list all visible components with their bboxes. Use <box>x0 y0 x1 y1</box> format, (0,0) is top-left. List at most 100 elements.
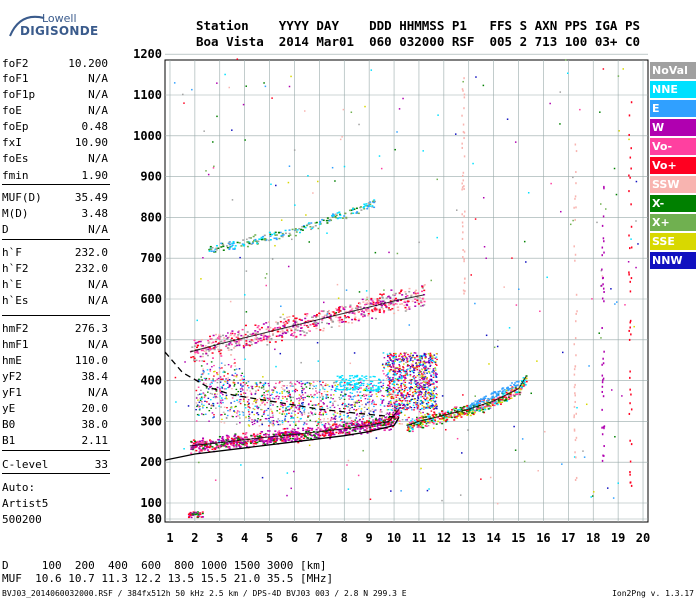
echo-point <box>337 297 340 299</box>
echo-point <box>252 340 255 342</box>
echo-point <box>431 421 434 423</box>
echo-point <box>233 334 236 337</box>
echo-point <box>401 294 404 296</box>
echo-point <box>425 391 427 393</box>
echo-point <box>283 322 286 325</box>
echo-point <box>425 406 428 409</box>
echo-point <box>272 389 275 391</box>
echo-point <box>274 341 277 343</box>
echo-point <box>419 423 422 425</box>
echo-point <box>283 438 286 441</box>
echo-point <box>419 376 421 378</box>
echo-point <box>202 372 205 374</box>
echo-point <box>218 446 221 449</box>
echo-point <box>390 353 392 356</box>
echo-point <box>435 403 437 405</box>
echo-point <box>467 411 470 413</box>
echo-point <box>286 398 288 400</box>
echo-point <box>419 391 422 394</box>
echo-point <box>490 397 493 399</box>
echo-point <box>257 418 259 420</box>
echo-point <box>383 373 385 375</box>
echo-point <box>209 383 212 385</box>
echo-point <box>196 346 199 349</box>
echo-point <box>355 417 358 419</box>
echo-point <box>308 387 311 390</box>
echo-point <box>272 390 275 393</box>
echo-point <box>227 386 229 389</box>
echo-point <box>389 352 391 355</box>
echo-point <box>397 410 400 413</box>
echo-point <box>323 403 325 405</box>
echo-point <box>387 422 390 424</box>
echo-point <box>273 438 276 440</box>
echo-point <box>314 408 317 411</box>
echo-point <box>421 287 424 289</box>
echo-point <box>414 352 417 354</box>
echo-point <box>201 442 204 444</box>
echo-point <box>302 437 305 440</box>
echo-point <box>411 418 414 420</box>
echo-point <box>369 383 372 386</box>
echo-point <box>346 464 348 466</box>
echo-point <box>408 287 411 290</box>
echo-point <box>409 406 411 408</box>
echo-point <box>200 396 203 398</box>
echo-point <box>358 401 360 403</box>
echo-point <box>399 352 402 355</box>
echo-point <box>327 423 330 425</box>
echo-point <box>272 424 275 426</box>
echo-point <box>466 404 469 407</box>
echo-point <box>283 437 286 440</box>
echo-point <box>326 312 329 314</box>
echo-point <box>420 385 423 387</box>
echo-point <box>330 432 333 435</box>
echo-point <box>227 435 230 438</box>
echo-point <box>242 239 245 241</box>
echo-point <box>501 388 504 390</box>
echo-point <box>335 307 338 310</box>
echo-point <box>229 409 231 412</box>
echo-point <box>389 379 391 381</box>
echo-point <box>191 513 194 515</box>
echo-point <box>379 423 382 425</box>
echo-point <box>289 234 292 236</box>
echo-point <box>237 337 240 340</box>
echo-point <box>322 387 324 389</box>
echo-point <box>565 59 567 61</box>
echo-point <box>245 417 247 419</box>
echo-point <box>429 363 431 365</box>
echo-point <box>412 366 414 368</box>
echo-point <box>348 398 350 400</box>
echo-point <box>253 418 256 421</box>
echo-point <box>393 384 396 387</box>
echo-point <box>345 404 348 407</box>
echo-point <box>349 422 352 425</box>
echo-point <box>211 380 214 382</box>
echo-point <box>375 390 378 392</box>
echo-point <box>220 362 223 364</box>
echo-point <box>295 317 298 320</box>
echo-point <box>287 319 290 321</box>
echo-point <box>282 438 285 441</box>
echo-point <box>225 377 227 380</box>
echo-point <box>416 359 418 361</box>
echo-point <box>245 382 248 384</box>
echo-point <box>366 408 369 411</box>
echo-point <box>338 213 341 216</box>
echo-point <box>264 404 266 406</box>
echo-point <box>334 424 336 427</box>
echo-point <box>351 392 354 394</box>
echo-point <box>301 433 304 436</box>
echo-point <box>427 405 429 407</box>
echo-point <box>287 436 290 438</box>
echo-point <box>234 433 237 435</box>
echo-point <box>335 423 338 425</box>
echo-point <box>391 395 393 398</box>
echo-point <box>492 392 495 395</box>
echo-point <box>334 411 336 414</box>
echo-point <box>412 372 415 374</box>
echo-point <box>600 269 603 272</box>
echo-point <box>217 446 220 449</box>
echo-point <box>200 378 202 381</box>
